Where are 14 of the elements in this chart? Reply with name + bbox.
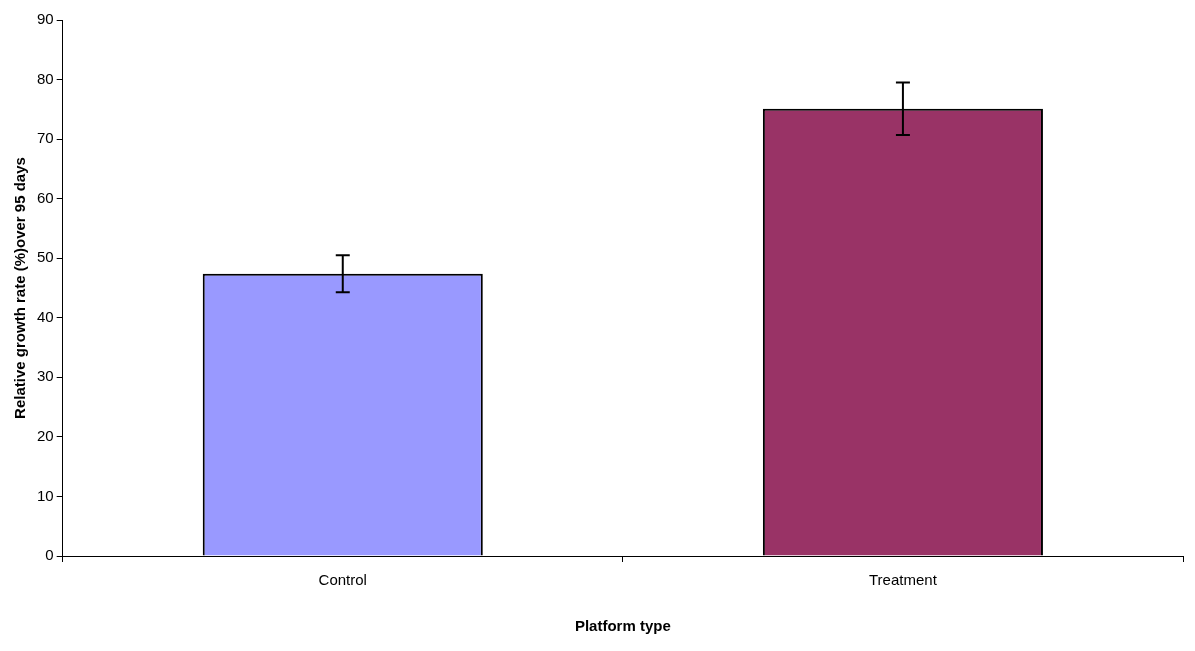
y-tick-label: 70 <box>37 129 54 147</box>
y-tick-label: 50 <box>37 248 54 266</box>
x-axis-title: Platform type <box>574 617 671 635</box>
y-tick-label: 40 <box>37 307 54 325</box>
y-tick-label: 80 <box>37 69 54 87</box>
y-axis-title: Relative growth rate (%)over 95 days <box>11 157 29 419</box>
y-tick-label: 20 <box>37 427 54 445</box>
x-tick-label: Treatment <box>869 571 938 589</box>
y-tick-label: 60 <box>37 188 54 206</box>
y-tick-label: 0 <box>45 546 54 564</box>
y-tick-label: 10 <box>37 486 54 504</box>
x-tick-label: Control <box>318 571 367 589</box>
y-tick-label: 30 <box>37 367 54 385</box>
y-tick-label: 90 <box>37 10 54 28</box>
